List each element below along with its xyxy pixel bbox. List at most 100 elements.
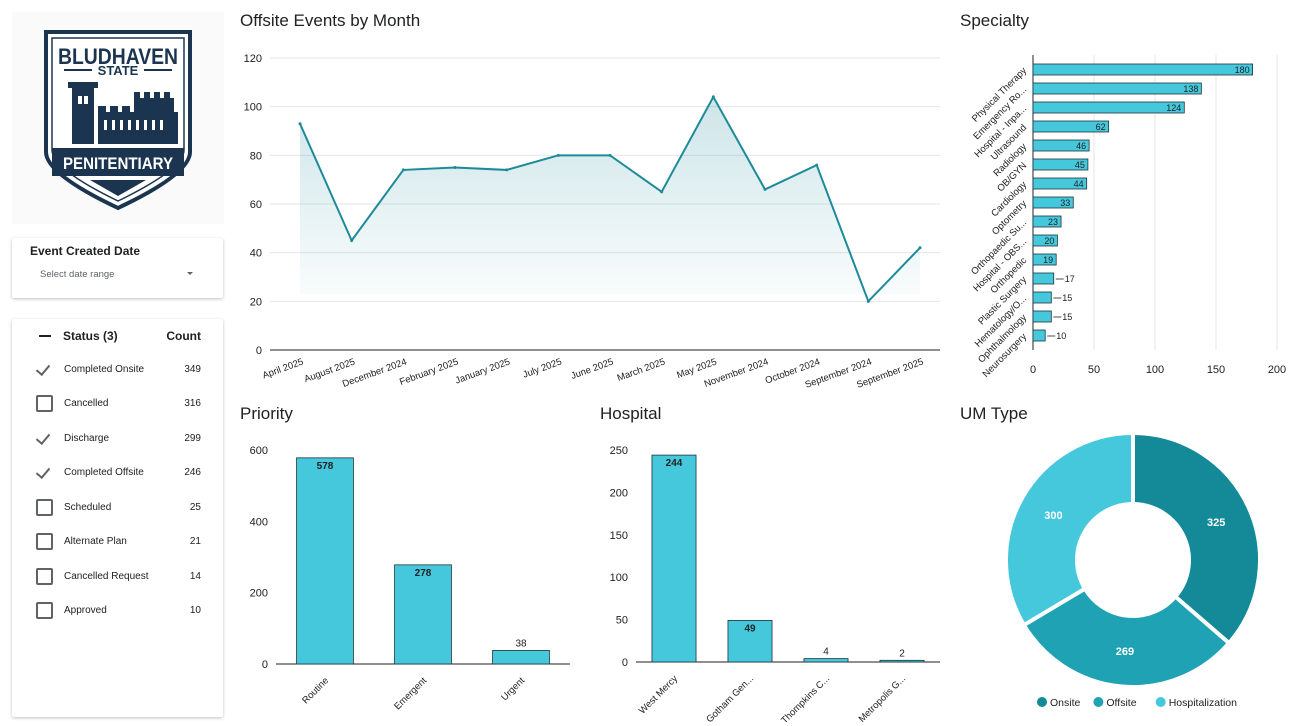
status-option[interactable]: Approved 10 xyxy=(36,594,201,628)
status-option[interactable]: Completed Onsite 349 xyxy=(36,352,201,386)
date-range-filter[interactable]: Event Created Date Select date range xyxy=(12,238,223,298)
minus-icon xyxy=(39,335,51,337)
x-tick-label: 0 xyxy=(1030,364,1036,376)
bar xyxy=(1033,83,1201,94)
y-tick-label: 0 xyxy=(622,657,628,669)
status-option-label: Completed Offsite xyxy=(64,467,184,478)
data-label: 15 xyxy=(1062,293,1072,303)
status-option[interactable]: Completed Offsite 246 xyxy=(36,456,201,490)
y-tick-label: 20 xyxy=(250,296,262,308)
legend-swatch xyxy=(1156,697,1166,707)
x-tick-label: 100 xyxy=(1146,364,1164,376)
legend-label: Onsite xyxy=(1050,697,1081,709)
unchecked-checkbox[interactable] xyxy=(36,499,53,516)
status-option[interactable]: Alternate Plan 21 xyxy=(36,525,201,559)
y-tick-label: 200 xyxy=(250,588,268,600)
data-point xyxy=(609,154,612,157)
y-tick-label: 600 xyxy=(250,445,268,457)
data-label: 49 xyxy=(744,623,756,634)
legend: Onsite Offsite Hospitalization xyxy=(1037,697,1237,709)
status-option-count: 21 xyxy=(190,536,201,547)
bar xyxy=(493,650,550,664)
chart-title-hospital: Hospital xyxy=(600,404,661,424)
bar xyxy=(1033,311,1051,322)
status-header: Status (3) Count xyxy=(36,319,201,353)
status-option[interactable]: Cancelled Request 14 xyxy=(36,559,201,593)
bar xyxy=(880,660,924,662)
status-option[interactable]: Discharge 299 xyxy=(36,421,201,455)
umtype-donut-chart: 325269300Onsite Offsite Hospitalization xyxy=(990,432,1280,717)
y-tick-label: 250 xyxy=(610,445,628,457)
status-option-label: Scheduled xyxy=(64,502,190,513)
priority-bar-chart: 0200400600578Routine278Emergent38Urgent xyxy=(230,432,590,722)
status-option-count: 316 xyxy=(184,398,201,409)
status-filter: Status (3) Count Completed Onsite 349 Canc… xyxy=(12,319,223,717)
unchecked-checkbox[interactable] xyxy=(36,602,53,619)
data-label: 244 xyxy=(666,458,683,469)
date-range-select[interactable]: Select date range xyxy=(40,269,114,280)
data-point xyxy=(505,168,508,171)
x-tick-label: April 2025 xyxy=(261,356,305,381)
data-point xyxy=(815,164,818,167)
status-option[interactable]: Scheduled 25 xyxy=(36,490,201,524)
status-option[interactable]: Cancelled 316 xyxy=(36,387,201,421)
category-label: West Mercy xyxy=(637,673,680,716)
status-option-count: 349 xyxy=(184,364,201,375)
status-option-label: Alternate Plan xyxy=(64,536,190,547)
status-option-label: Completed Onsite xyxy=(64,364,184,375)
unchecked-checkbox[interactable] xyxy=(36,533,53,550)
data-point xyxy=(712,95,715,98)
category-label: Thompkins C... xyxy=(779,673,832,722)
y-tick-label: 40 xyxy=(250,248,262,260)
status-option-label: Discharge xyxy=(64,433,184,444)
data-point xyxy=(402,168,405,171)
x-tick-label: March 2025 xyxy=(616,356,667,383)
status-option-count: 14 xyxy=(190,571,201,582)
checked-checkbox[interactable] xyxy=(36,464,53,481)
legend-label: Hospitalization xyxy=(1169,697,1237,709)
data-point xyxy=(557,154,560,157)
unchecked-checkbox[interactable] xyxy=(36,395,53,412)
data-label: 19 xyxy=(1043,255,1053,265)
data-label: 62 xyxy=(1096,122,1106,132)
data-label: 4 xyxy=(823,647,829,658)
category-label: Gotham Gen... xyxy=(704,673,756,722)
bar xyxy=(1033,273,1054,284)
status-option-count: 25 xyxy=(190,502,201,513)
data-label: 138 xyxy=(1183,84,1198,94)
slice-label: 269 xyxy=(1116,646,1134,658)
x-tick-label: January 2025 xyxy=(454,356,512,386)
y-tick-label: 200 xyxy=(610,487,628,499)
dropdown-arrow-icon[interactable] xyxy=(187,272,193,275)
category-label: Routine xyxy=(300,675,331,706)
chart-title-umtype: UM Type xyxy=(960,404,1028,424)
legend-label: Offsite xyxy=(1106,697,1136,709)
y-tick-label: 80 xyxy=(250,150,262,162)
checked-checkbox[interactable] xyxy=(36,361,53,378)
x-tick-label: 200 xyxy=(1268,364,1286,376)
data-label: 44 xyxy=(1074,179,1084,189)
logo-line-3: PENITENTIARY xyxy=(63,154,174,173)
bar xyxy=(297,458,354,664)
donut-slice xyxy=(1006,433,1133,625)
data-label: 578 xyxy=(317,461,334,472)
deselect-all-toggle[interactable] xyxy=(36,328,53,345)
legend-swatch xyxy=(1093,697,1103,707)
data-point xyxy=(350,239,353,242)
bar xyxy=(804,659,848,662)
chart-title-priority: Priority xyxy=(240,404,293,424)
area-fill xyxy=(300,97,920,301)
data-label: 33 xyxy=(1060,198,1070,208)
unchecked-checkbox[interactable] xyxy=(36,568,53,585)
y-tick-label: 60 xyxy=(250,199,262,211)
category-label: Emergent xyxy=(392,675,429,712)
status-option-label: Cancelled xyxy=(64,398,184,409)
y-tick-label: 50 xyxy=(616,615,628,627)
y-tick-label: 0 xyxy=(256,345,262,357)
bar xyxy=(1033,330,1045,341)
hospital-bar-chart: 0 50 100 150 200 250 244 West Mercy 49 Gotham Gen… xyxy=(590,432,950,722)
checked-checkbox[interactable] xyxy=(36,430,53,447)
x-tick-label: 50 xyxy=(1088,364,1100,376)
y-tick-label: 400 xyxy=(250,516,268,528)
